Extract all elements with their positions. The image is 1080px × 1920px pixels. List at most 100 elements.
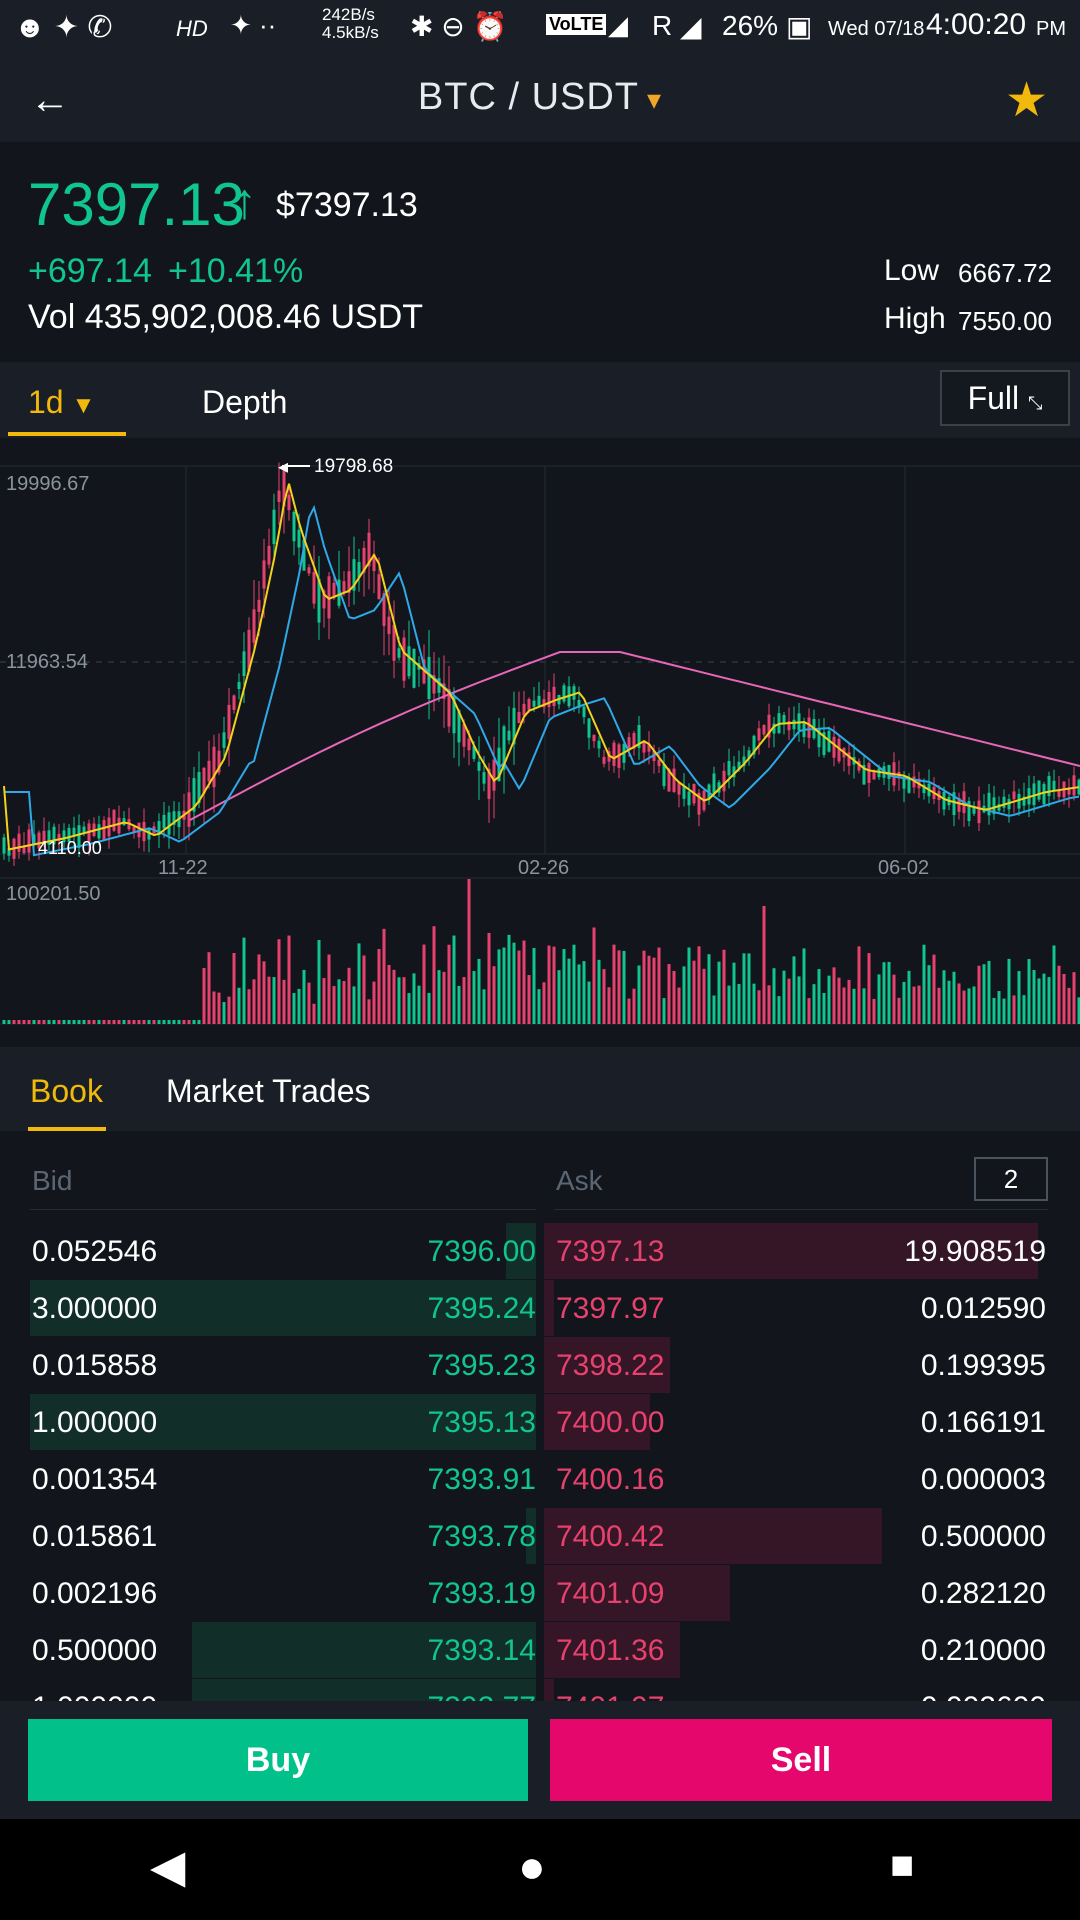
bid-quantity: 0.015858 <box>32 1349 158 1382</box>
candle-body <box>57 833 61 841</box>
volume-bar <box>512 942 516 1024</box>
candle-body <box>2 837 6 854</box>
volume-bar <box>987 960 991 1024</box>
volume-bar <box>832 967 836 1024</box>
volume-bar <box>457 985 461 1024</box>
net-down: 4.5kB/s <box>322 23 379 42</box>
candle-body <box>52 826 56 845</box>
book-row[interactable]: 0.001354 7393.91 7400.16 0.000003 <box>0 1451 1080 1507</box>
chart-grid <box>0 465 1080 1025</box>
candle-body <box>572 686 576 700</box>
nav-recents-icon[interactable]: ■ <box>890 1843 915 1887</box>
candle-body <box>322 590 326 609</box>
candle-body <box>307 567 311 574</box>
candle-body <box>732 766 736 778</box>
volume-bar <box>1012 995 1016 1024</box>
tab-depth[interactable]: Depth <box>202 384 288 420</box>
ma99-line <box>189 651 1080 821</box>
bid-price: 7393.19 <box>427 1577 536 1610</box>
candle-body <box>782 714 786 724</box>
candle-body <box>1072 775 1076 796</box>
volume-bar <box>177 1020 181 1024</box>
candle-body <box>262 560 266 589</box>
candle-body <box>267 545 271 565</box>
x-tick-1: 02-26 <box>518 857 569 879</box>
fullscreen-button[interactable]: Full ⤡ <box>940 370 1070 426</box>
candlestick-chart[interactable]: 19996.67 11963.54 4110.00 19798.68 ◂ 11-… <box>0 440 1080 1045</box>
volume-bar <box>202 967 206 1024</box>
volume-bar <box>1057 965 1061 1024</box>
candle-body <box>317 578 321 623</box>
battery-icon: ▣ <box>786 11 813 42</box>
volume-bar <box>1047 977 1051 1024</box>
candle-body <box>442 683 446 699</box>
volume-bar <box>1027 959 1031 1024</box>
candle-body <box>727 761 731 776</box>
book-row[interactable]: 0.015861 7393.78 7400.42 0.500000 <box>0 1508 1080 1564</box>
candle-body <box>37 832 41 849</box>
candle-body <box>167 812 171 835</box>
volume-bar <box>162 1020 166 1024</box>
volume-bar <box>757 990 761 1024</box>
book-row[interactable]: 1.000000 7395.13 7400.00 0.166191 <box>0 1394 1080 1450</box>
candle-body <box>642 741 646 753</box>
volume-bar <box>452 935 456 1024</box>
candle-body <box>207 760 211 782</box>
book-row[interactable]: 0.002196 7393.19 7401.09 0.282120 <box>0 1565 1080 1621</box>
price-chart[interactable]: 19996.67 11963.54 4110.00 19798.68 ◂ 11-… <box>0 440 1080 1045</box>
book-row[interactable]: 0.052546 7396.00 7397.13 19.908519 <box>0 1223 1080 1279</box>
volume-bar <box>727 985 731 1024</box>
book-row[interactable]: 1.000000 7392.77 7401.97 0.002600 <box>0 1679 1080 1701</box>
tab-book[interactable]: Book <box>30 1073 103 1109</box>
candle-body <box>632 733 636 749</box>
volume-bar <box>172 1020 176 1024</box>
volume-bar <box>352 986 356 1024</box>
candle-body <box>767 714 771 738</box>
volume-bar <box>1052 945 1056 1024</box>
notification-icons: ☻ ✦ ✆ <box>14 11 113 44</box>
volume-bar <box>577 964 581 1024</box>
sell-button[interactable]: Sell <box>550 1719 1052 1801</box>
volume-bar <box>72 1020 76 1024</box>
volume-bar <box>372 981 376 1024</box>
candle-body <box>302 539 306 571</box>
volume-bar <box>127 1020 131 1024</box>
star-icon[interactable]: ★ <box>1004 74 1048 127</box>
back-arrow-icon[interactable]: ← <box>30 78 70 122</box>
volume-bar <box>592 927 596 1024</box>
price-change-percent: +10.41% <box>168 252 304 290</box>
book-row[interactable]: 0.015858 7395.23 7398.22 0.199395 <box>0 1337 1080 1393</box>
candle-body <box>662 764 666 787</box>
buy-button[interactable]: Buy <box>28 1719 528 1801</box>
nav-back-icon[interactable]: ◀ <box>150 1840 186 1892</box>
candle-body <box>977 800 981 824</box>
volume-bar <box>877 974 881 1024</box>
bid-price: 7395.13 <box>427 1406 536 1439</box>
candle-body <box>577 699 581 708</box>
pair-selector[interactable]: BTC / USDT ▾ <box>0 76 1080 119</box>
volume-bar <box>442 971 446 1024</box>
bid-depth-bar <box>505 1223 536 1279</box>
volume-bar <box>327 954 331 1024</box>
volume-bar <box>242 937 246 1024</box>
volume-bar <box>807 998 811 1024</box>
precision-selector[interactable]: 2 <box>974 1157 1048 1201</box>
price-change: +697.14 <box>28 252 152 290</box>
candle-body <box>147 828 151 840</box>
interval-label: 1d <box>28 384 64 420</box>
volume-bar <box>742 953 746 1024</box>
ask-quantity: 0.166191 <box>920 1406 1046 1439</box>
nav-home-icon[interactable]: ● <box>518 1840 546 1892</box>
candle-body <box>462 723 466 747</box>
candle-body <box>637 725 641 748</box>
book-row[interactable]: 3.000000 7395.24 7397.97 0.012590 <box>0 1280 1080 1336</box>
volume-bar <box>1077 997 1080 1024</box>
volume-bar <box>637 965 641 1024</box>
tab-interval[interactable]: 1d ▼ <box>28 384 95 421</box>
volume-bar <box>802 948 806 1024</box>
volume-bar <box>362 955 366 1024</box>
candle-body <box>1052 780 1056 792</box>
book-row[interactable]: 0.500000 7393.14 7401.36 0.210000 <box>0 1622 1080 1678</box>
candle-body <box>272 509 276 545</box>
tab-market-trades[interactable]: Market Trades <box>166 1073 371 1109</box>
